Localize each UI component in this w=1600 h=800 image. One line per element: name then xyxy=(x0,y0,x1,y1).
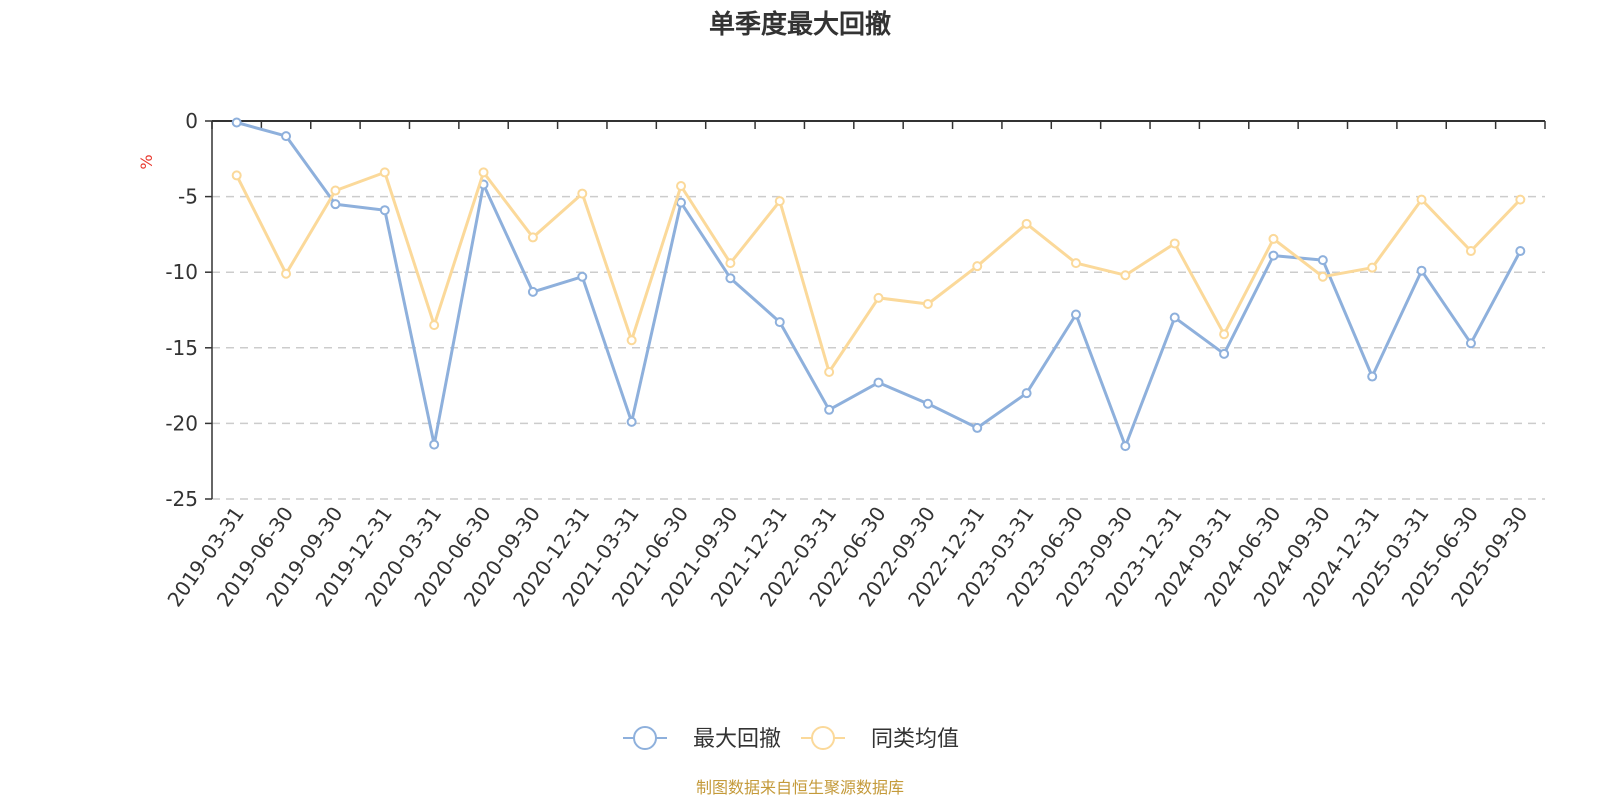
data-point[interactable] xyxy=(577,188,588,199)
data-point[interactable] xyxy=(527,232,538,243)
data-point[interactable] xyxy=(725,258,736,269)
data-point[interactable] xyxy=(1219,329,1230,340)
series-line xyxy=(236,121,1522,448)
axes: 0-5-10-15-20-252019-03-312019-06-302019-… xyxy=(162,109,1546,611)
legend-item-peer-average[interactable]: 同类均值 xyxy=(801,726,959,752)
data-point[interactable] xyxy=(478,167,489,178)
data-point[interactable] xyxy=(281,268,292,279)
data-point[interactable] xyxy=(626,335,637,346)
data-point[interactable] xyxy=(1268,250,1279,261)
data-point[interactable] xyxy=(231,170,242,181)
data-point[interactable] xyxy=(429,320,440,331)
y-tick-label: -15 xyxy=(165,336,198,360)
legend-item-max-drawdown[interactable]: 最大回撤 xyxy=(623,726,781,752)
data-point[interactable] xyxy=(330,199,341,210)
data-point[interactable] xyxy=(922,398,933,409)
data-point[interactable] xyxy=(1317,271,1328,282)
y-tick-label: -20 xyxy=(165,411,198,435)
data-point[interactable] xyxy=(1367,371,1378,382)
data-point[interactable] xyxy=(379,205,390,216)
data-point[interactable] xyxy=(824,404,835,415)
data-point[interactable] xyxy=(1070,258,1081,269)
data-point[interactable] xyxy=(972,422,983,433)
data-point[interactable] xyxy=(1367,262,1378,273)
data-point[interactable] xyxy=(1465,246,1476,257)
data-point[interactable] xyxy=(774,196,785,207)
data-point[interactable] xyxy=(873,292,884,303)
y-tick-label: -25 xyxy=(165,487,198,511)
data-point[interactable] xyxy=(231,117,242,128)
data-point[interactable] xyxy=(281,131,292,142)
data-point[interactable] xyxy=(1120,270,1131,281)
y-tick-label: -5 xyxy=(178,185,198,209)
data-point[interactable] xyxy=(1268,233,1279,244)
y-axis-unit: % xyxy=(137,154,156,169)
data-point[interactable] xyxy=(527,286,538,297)
series-lines xyxy=(231,117,1526,452)
grid-lines xyxy=(212,195,1545,500)
data-point[interactable] xyxy=(1416,265,1427,276)
data-point[interactable] xyxy=(676,197,687,208)
data-point[interactable] xyxy=(774,317,785,328)
legend-label: 最大回撤 xyxy=(693,727,781,752)
legend-marker-icon xyxy=(811,726,835,750)
data-point[interactable] xyxy=(379,167,390,178)
data-point[interactable] xyxy=(1416,194,1427,205)
legend-marker-icon xyxy=(633,726,657,750)
data-point[interactable] xyxy=(873,377,884,388)
series-max-drawdown xyxy=(231,117,1526,452)
legend[interactable]: 最大回撤 同类均值 xyxy=(623,726,959,752)
data-point[interactable] xyxy=(429,439,440,450)
series-peer-average xyxy=(231,167,1526,377)
data-point[interactable] xyxy=(1120,441,1131,452)
data-point[interactable] xyxy=(1317,255,1328,266)
data-point[interactable] xyxy=(824,366,835,377)
data-point[interactable] xyxy=(1515,246,1526,257)
legend-label: 同类均值 xyxy=(871,727,959,752)
chart-title: 单季度最大回撤 xyxy=(709,9,891,40)
data-point[interactable] xyxy=(725,273,736,284)
data-source-note: 制图数据来自恒生聚源数据库 xyxy=(696,778,904,797)
data-point[interactable] xyxy=(676,181,687,192)
data-point[interactable] xyxy=(1169,238,1180,249)
y-tick-label: -10 xyxy=(165,260,198,284)
data-point[interactable] xyxy=(1021,388,1032,399)
data-point[interactable] xyxy=(626,416,637,427)
data-point[interactable] xyxy=(330,185,341,196)
data-point[interactable] xyxy=(1021,218,1032,229)
data-point[interactable] xyxy=(1169,312,1180,323)
data-point[interactable] xyxy=(1219,348,1230,359)
data-point[interactable] xyxy=(1515,194,1526,205)
data-point[interactable] xyxy=(577,271,588,282)
data-point[interactable] xyxy=(1070,309,1081,320)
data-point[interactable] xyxy=(922,298,933,309)
data-point[interactable] xyxy=(972,261,983,272)
data-point[interactable] xyxy=(1465,338,1476,349)
y-tick-label: 0 xyxy=(185,109,198,133)
